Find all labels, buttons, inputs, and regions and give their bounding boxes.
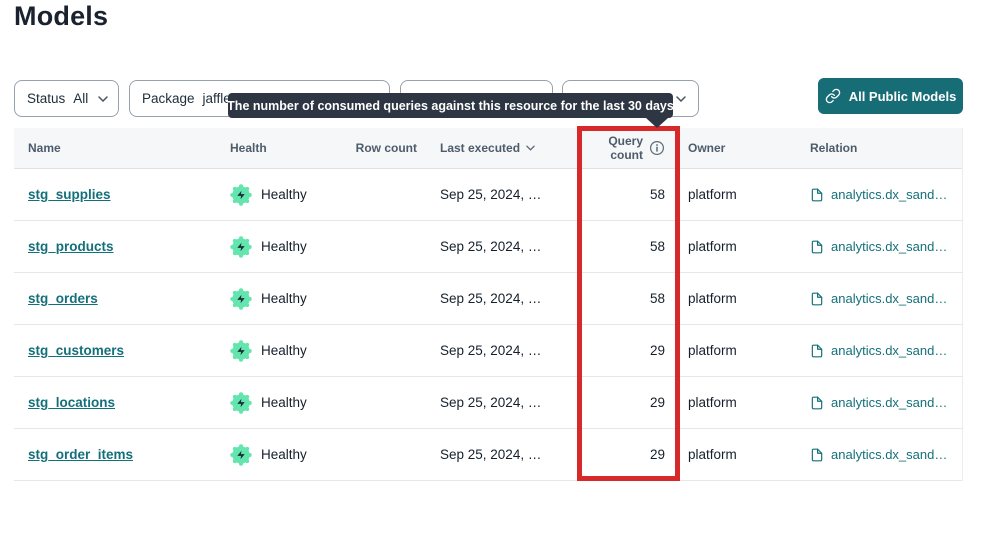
- tooltip-text: The number of consumed queries against t…: [227, 98, 674, 113]
- document-icon: [810, 240, 824, 254]
- tooltip-arrow: [646, 118, 668, 128]
- status-filter-value: All: [73, 91, 89, 106]
- last-executed-cell: Sep 25, 2024, …: [440, 239, 542, 254]
- column-header-last-executed[interactable]: Last executed: [425, 141, 578, 155]
- document-icon: [810, 344, 824, 358]
- query-count-cell: 29: [649, 447, 665, 462]
- model-name-link[interactable]: stg_products: [28, 239, 114, 254]
- model-name-link[interactable]: stg_order_items: [28, 447, 134, 462]
- query-count-cell: 29: [649, 343, 665, 358]
- table-row: stg_locations Healthy Sep 25, 2024, … 29…: [14, 377, 962, 429]
- health-badge-icon: [230, 183, 252, 206]
- model-name-link[interactable]: stg_orders: [28, 291, 98, 306]
- last-executed-cell: Sep 25, 2024, …: [440, 447, 542, 462]
- link-icon: [825, 88, 841, 104]
- models-table: Name Health Row count Last executed Quer…: [14, 128, 963, 481]
- query-count-cell: 29: [649, 395, 665, 410]
- table-row: stg_orders Healthy Sep 25, 2024, … 58 pl…: [14, 273, 962, 325]
- model-name-link[interactable]: stg_supplies: [28, 187, 111, 202]
- owner-cell: platform: [688, 187, 737, 202]
- relation-link[interactable]: analytics.dx_sand…: [831, 187, 948, 202]
- last-executed-label: Last executed: [440, 141, 521, 155]
- last-executed-cell: Sep 25, 2024, …: [440, 291, 542, 306]
- last-executed-cell: Sep 25, 2024, …: [440, 395, 542, 410]
- table-row: stg_supplies Healthy Sep 25, 2024, … 58 …: [14, 169, 962, 221]
- column-header-owner: Owner: [688, 141, 726, 155]
- model-name-link[interactable]: stg_customers: [28, 343, 125, 358]
- page-title: Models: [14, 1, 109, 31]
- health-status-label: Healthy: [261, 187, 307, 202]
- package-filter-label: Package: [142, 91, 195, 106]
- owner-cell: platform: [688, 291, 737, 306]
- info-icon[interactable]: [649, 140, 665, 156]
- column-header-query-count: Query count: [578, 134, 679, 162]
- health-status-label: Healthy: [261, 447, 307, 462]
- health-status-label: Healthy: [261, 291, 307, 306]
- column-header-name: Name: [28, 141, 61, 155]
- all-public-models-label: All Public Models: [848, 88, 957, 104]
- chevron-down-icon: [98, 95, 109, 102]
- relation-link[interactable]: analytics.dx_sand…: [831, 447, 948, 462]
- sort-chevron-icon: [526, 145, 535, 151]
- health-badge-icon: [230, 235, 252, 258]
- table-header-row: Name Health Row count Last executed Quer…: [14, 128, 962, 169]
- query-count-label: Query count: [608, 134, 643, 162]
- owner-cell: platform: [688, 343, 737, 358]
- last-executed-cell: Sep 25, 2024, …: [440, 187, 542, 202]
- health-status-label: Healthy: [261, 395, 307, 410]
- owner-cell: platform: [688, 395, 737, 410]
- health-status-label: Healthy: [261, 343, 307, 358]
- table-row: stg_products Healthy Sep 25, 2024, … 58 …: [14, 221, 962, 273]
- status-filter-dropdown[interactable]: Status All: [14, 80, 119, 117]
- health-badge-icon: [230, 287, 252, 310]
- document-icon: [810, 188, 824, 202]
- owner-cell: platform: [688, 447, 737, 462]
- document-icon: [810, 396, 824, 410]
- document-icon: [810, 448, 824, 462]
- column-header-health: Health: [230, 141, 267, 155]
- model-name-link[interactable]: stg_locations: [28, 395, 116, 410]
- relation-link[interactable]: analytics.dx_sand…: [831, 395, 948, 410]
- query-count-tooltip: The number of consumed queries against t…: [227, 93, 674, 128]
- last-executed-cell: Sep 25, 2024, …: [440, 343, 542, 358]
- chevron-down-icon: [676, 95, 686, 102]
- all-public-models-button[interactable]: All Public Models: [818, 78, 963, 114]
- relation-link[interactable]: analytics.dx_sand…: [831, 239, 948, 254]
- column-header-relation: Relation: [810, 141, 858, 155]
- document-icon: [810, 292, 824, 306]
- relation-link[interactable]: analytics.dx_sand…: [831, 291, 948, 306]
- health-badge-icon: [230, 391, 252, 414]
- owner-cell: platform: [688, 239, 737, 254]
- health-badge-icon: [230, 443, 252, 466]
- query-count-cell: 58: [649, 291, 665, 306]
- column-header-row-count: Row count: [355, 141, 417, 155]
- query-count-cell: 58: [649, 239, 665, 254]
- status-filter-label: Status: [27, 91, 66, 106]
- table-row: stg_order_items Healthy Sep 25, 2024, … …: [14, 429, 962, 481]
- table-row: stg_customers Healthy Sep 25, 2024, … 29…: [14, 325, 962, 377]
- health-badge-icon: [230, 339, 252, 362]
- health-status-label: Healthy: [261, 239, 307, 254]
- relation-link[interactable]: analytics.dx_sand…: [831, 343, 948, 358]
- query-count-cell: 58: [649, 187, 665, 202]
